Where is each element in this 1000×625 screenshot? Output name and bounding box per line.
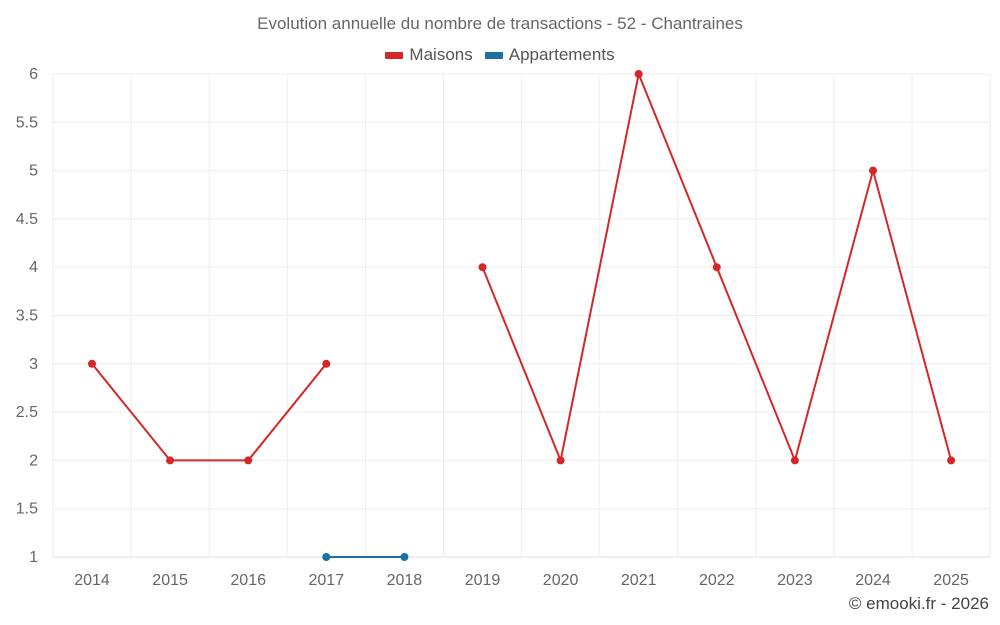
x-tick-label: 2019 <box>465 572 501 589</box>
legend-label-appartements: Appartements <box>508 45 615 64</box>
data-point-maisons[interactable] <box>556 456 565 465</box>
y-tick-label: 1.5 <box>16 501 38 518</box>
copyright-credit: © emooki.fr - 2026 <box>848 594 989 613</box>
grid-layer <box>52 73 991 558</box>
y-tick-label: 4.5 <box>16 211 38 228</box>
y-tick-label: 5 <box>29 163 38 180</box>
x-tick-label: 2018 <box>387 572 423 589</box>
data-point-maisons[interactable] <box>947 456 956 465</box>
x-tick-label: 2016 <box>230 572 266 589</box>
x-tick-label: 2014 <box>74 572 110 589</box>
x-tick-label: 2017 <box>309 572 345 589</box>
y-tick-label: 6 <box>29 66 38 83</box>
data-point-maisons[interactable] <box>322 359 331 368</box>
x-tick-label: 2023 <box>777 572 813 589</box>
legend-item-maisons[interactable]: Maisons <box>385 45 473 65</box>
axis-layer: 1 1.5 2 2.5 3 3.5 4 4.5 5 5.5 6 2014 2015 2016 2017 201… <box>16 66 969 589</box>
data-point-maisons[interactable] <box>166 456 175 465</box>
series-appartements <box>322 553 409 561</box>
series-layer <box>88 70 956 561</box>
data-point-maisons[interactable] <box>869 166 877 175</box>
y-tick-label: 4 <box>29 259 38 276</box>
data-point-maisons[interactable] <box>712 263 721 272</box>
y-tick-label: 5.5 <box>16 114 38 131</box>
x-tick-label: 2024 <box>855 572 891 589</box>
legend-swatch-appartements <box>484 51 503 59</box>
x-tick-label: 2025 <box>933 572 969 589</box>
data-point-maisons[interactable] <box>478 263 487 272</box>
chart-title: Evolution annuelle du nombre de transact… <box>257 14 743 33</box>
x-tick-label: 2015 <box>152 572 188 589</box>
y-tick-label: 2 <box>29 452 38 469</box>
data-point-maisons[interactable] <box>634 70 643 78</box>
x-tick-label: 2021 <box>621 572 657 589</box>
legend-swatch-maisons <box>385 51 404 59</box>
y-tick-label: 3.5 <box>16 308 38 325</box>
data-point-maisons[interactable] <box>790 456 799 465</box>
data-point-maisons[interactable] <box>88 359 96 368</box>
data-point-maisons[interactable] <box>244 456 253 465</box>
y-tick-label: 2.5 <box>16 404 38 421</box>
legend-label-maisons: Maisons <box>409 45 473 64</box>
chart-legend: Maisons Appartements <box>0 45 1000 65</box>
legend-item-appartements[interactable]: Appartements <box>484 45 615 65</box>
data-point-appartements[interactable] <box>400 553 409 561</box>
series-line-maisons <box>91 363 328 462</box>
data-point-appartements[interactable] <box>322 553 331 561</box>
x-tick-label: 2020 <box>543 572 579 589</box>
y-tick-label: 3 <box>29 356 38 373</box>
y-tick-label: 1 <box>29 549 38 566</box>
series-maisons <box>88 70 956 465</box>
x-tick-label: 2022 <box>699 572 735 589</box>
